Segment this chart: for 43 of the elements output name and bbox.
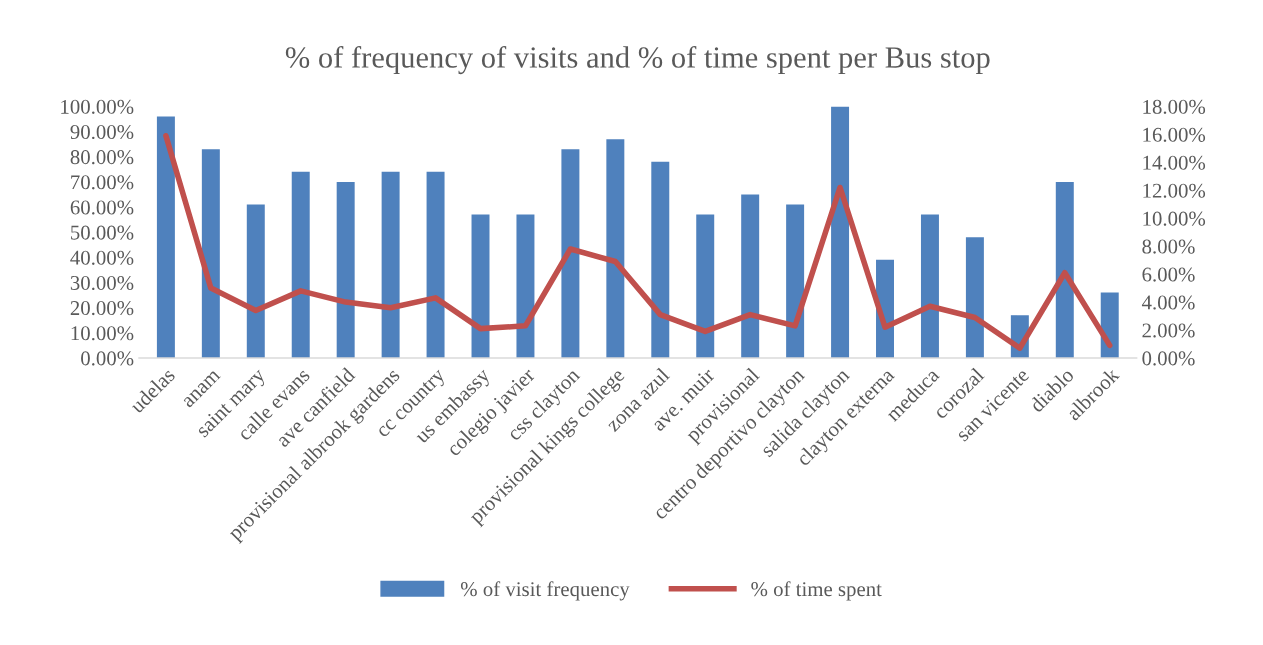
- bar: [381, 171, 400, 358]
- y-tick-label: 20.00%: [70, 301, 134, 316]
- y2-tick-label: 2.00%: [1142, 323, 1195, 338]
- y-tick-label: 100.00%: [61, 99, 134, 114]
- bar: [696, 214, 715, 358]
- y-tick-label: 10.00%: [71, 326, 134, 341]
- y-tick-label: 70.00%: [71, 175, 134, 190]
- bar: [516, 214, 535, 358]
- bar: [606, 139, 625, 358]
- y2-tick-label: 14.00%: [1143, 155, 1206, 170]
- y2-tick-label: 16.00%: [1143, 127, 1206, 142]
- chart-title: % of frequency of visits and % of time spent per Bus stop: [285, 46, 990, 75]
- bar: [426, 171, 445, 358]
- y-tick-label: 0.00%: [81, 351, 134, 366]
- bar: [246, 204, 265, 358]
- y-tick-label: 90.00%: [70, 124, 134, 140]
- bar: [741, 194, 760, 358]
- y-tick-label: 30.00%: [70, 275, 134, 291]
- bar: [201, 149, 220, 358]
- y2-tick-label: 6.00%: [1142, 267, 1195, 282]
- y2-tick-label: 18.00%: [1143, 99, 1206, 114]
- legend-label: % of visit frequency: [460, 581, 630, 601]
- y2-tick-label: 4.00%: [1141, 295, 1195, 310]
- y-tick-label: 80.00%: [70, 150, 134, 165]
- bar: [831, 106, 850, 358]
- bar: [561, 149, 580, 358]
- bar: [336, 181, 355, 358]
- bar: [651, 161, 670, 358]
- bar: [156, 116, 175, 358]
- y-tick-label: 60.00%: [70, 200, 134, 215]
- bar: [786, 204, 805, 358]
- bar: [471, 214, 490, 358]
- y2-tick-label: 12.00%: [1143, 183, 1206, 198]
- y2-tick-label: 10.00%: [1143, 211, 1206, 226]
- bar: [291, 171, 310, 358]
- y-tick-label: 50.00%: [71, 225, 134, 240]
- bar: [920, 214, 939, 358]
- y2-tick-label: 8.00%: [1142, 239, 1195, 254]
- y2-tick-label: 0.00%: [1142, 351, 1195, 366]
- legend-label: % of time spent: [751, 581, 882, 601]
- bar: [1055, 181, 1074, 358]
- bar: [965, 237, 984, 358]
- y-tick-label: 40.00%: [70, 250, 134, 265]
